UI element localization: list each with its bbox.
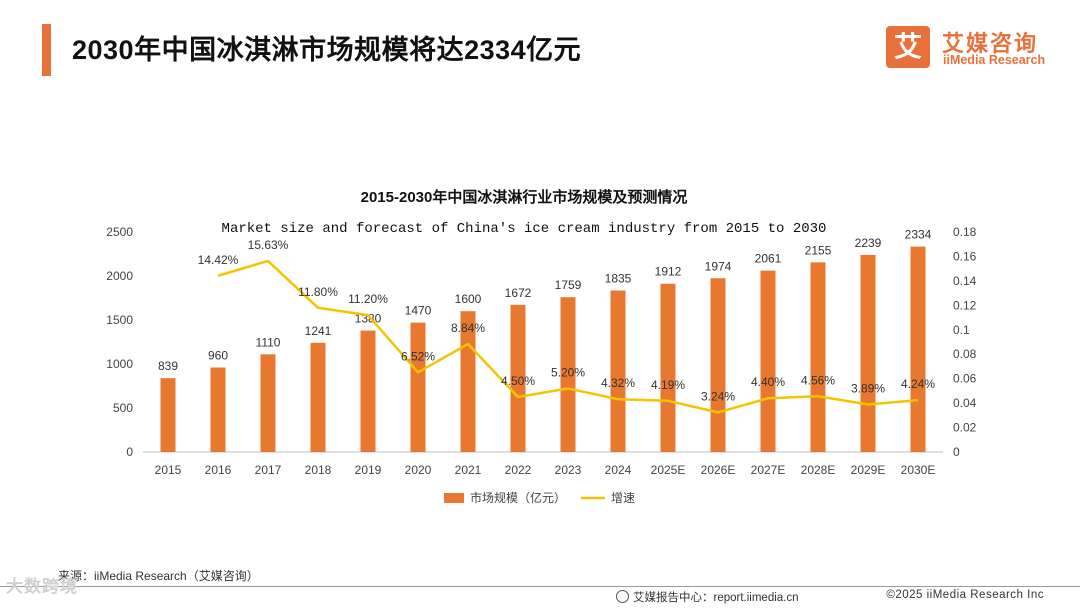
growth-rate-label: 3.24% bbox=[701, 389, 735, 403]
bar bbox=[360, 330, 376, 452]
bar bbox=[410, 322, 426, 452]
y-right-tick-label: 0.12 bbox=[953, 298, 977, 312]
bar-value-label: 1759 bbox=[555, 278, 582, 292]
bar-value-label: 2155 bbox=[805, 243, 832, 257]
bar bbox=[660, 283, 676, 452]
footer-divider bbox=[0, 586, 1080, 587]
y-left-tick-label: 1500 bbox=[106, 313, 133, 327]
bar-value-label: 1241 bbox=[305, 324, 332, 338]
growth-rate-label: 4.40% bbox=[751, 375, 785, 389]
legend-bar-label: 市场规模（亿元） bbox=[470, 490, 566, 505]
market-size-chart: 2015-2030年中国冰淇淋行业市场规模及预测情况 Market size an… bbox=[106, 188, 977, 505]
y-right-tick-label: 0.1 bbox=[953, 323, 970, 337]
y-right-tick-label: 0.14 bbox=[953, 274, 977, 288]
y-right-tick-label: 0.18 bbox=[953, 225, 977, 239]
chart-title: 2015-2030年中国冰淇淋行业市场规模及预测情况 bbox=[361, 188, 688, 206]
y-right-tick-label: 0.04 bbox=[953, 396, 977, 410]
y-left-tick-label: 500 bbox=[113, 401, 133, 415]
report-center: 艾媒报告中心：report.iimedia.cn bbox=[616, 589, 799, 605]
growth-rate-label: 6.52% bbox=[401, 349, 435, 363]
growth-rate-label: 4.50% bbox=[501, 374, 535, 388]
y-left-tick-label: 0 bbox=[126, 445, 133, 459]
bar bbox=[210, 367, 226, 452]
growth-rate-label: 8.84% bbox=[451, 321, 485, 335]
x-tick-label: 2029E bbox=[851, 463, 886, 477]
brand-logo-mark: 艾 bbox=[886, 26, 930, 68]
x-tick-label: 2020 bbox=[405, 463, 432, 477]
title-accent-bar bbox=[42, 24, 51, 76]
growth-rate-label: 4.24% bbox=[901, 377, 935, 391]
bar-value-label: 960 bbox=[208, 349, 228, 363]
growth-rate-line bbox=[217, 259, 919, 414]
growth-rate-label: 4.19% bbox=[651, 378, 685, 392]
y-right-tick-label: 0.16 bbox=[953, 249, 977, 263]
x-tick-label: 2025E bbox=[651, 463, 686, 477]
bar-value-label: 1672 bbox=[505, 286, 532, 300]
x-tick-label: 2024 bbox=[605, 463, 632, 477]
bar-value-label: 1110 bbox=[256, 335, 281, 349]
growth-rate-label: 4.32% bbox=[601, 376, 635, 390]
bar-value-label: 839 bbox=[158, 359, 178, 373]
watermark: 大数跨境 bbox=[6, 577, 78, 596]
x-tick-label: 2021 bbox=[455, 463, 482, 477]
growth-rate-label: 11.80% bbox=[298, 285, 338, 299]
bar bbox=[510, 304, 526, 452]
bar bbox=[860, 254, 876, 452]
x-tick-label: 2023 bbox=[555, 463, 582, 477]
bar bbox=[560, 297, 576, 452]
source-note: 来源：iiMedia Research（艾媒咨询） bbox=[58, 569, 259, 583]
x-tick-label: 2026E bbox=[701, 463, 736, 477]
y-left-tick-label: 2000 bbox=[106, 269, 133, 283]
legend-bar-swatch bbox=[444, 493, 464, 503]
bar-value-label: 1974 bbox=[705, 259, 732, 273]
x-tick-label: 2016 bbox=[205, 463, 232, 477]
bar-value-label: 1835 bbox=[605, 272, 632, 286]
bar bbox=[260, 354, 276, 452]
brand-logo: 艾 艾媒咨询 iiMedia Research bbox=[886, 22, 1058, 72]
x-tick-label: 2030E bbox=[901, 463, 936, 477]
brand-name-cn: 艾媒咨询 bbox=[942, 31, 1039, 56]
copyright: ©2025 iiMedia Research Inc bbox=[886, 589, 1044, 601]
x-tick-label: 2018 bbox=[305, 463, 332, 477]
growth-rate-label: 11.20% bbox=[348, 292, 388, 306]
bar-value-label: 2061 bbox=[755, 252, 782, 266]
x-tick-label: 2019 bbox=[355, 463, 382, 477]
bar bbox=[310, 342, 326, 452]
page-title: 2030年中国冰淇淋市场规模将达2334亿元 bbox=[72, 35, 582, 65]
bar bbox=[610, 290, 626, 452]
x-tick-label: 2015 bbox=[155, 463, 182, 477]
y-right-tick-label: 0.08 bbox=[953, 347, 977, 361]
bar bbox=[160, 378, 176, 452]
y-right-tick-label: 0 bbox=[953, 445, 960, 459]
growth-rate-label: 14.42% bbox=[198, 253, 239, 267]
x-tick-label: 2022 bbox=[505, 463, 532, 477]
globe-icon bbox=[616, 590, 629, 603]
x-tick-label: 2027E bbox=[751, 463, 786, 477]
y-left-tick-label: 1000 bbox=[106, 357, 133, 371]
bar-value-label: 1470 bbox=[405, 304, 432, 318]
growth-rate-label: 3.89% bbox=[851, 381, 885, 395]
growth-rate-label: 15.63% bbox=[248, 238, 289, 252]
bar bbox=[910, 246, 926, 452]
growth-rate-label: 5.20% bbox=[551, 365, 585, 379]
y-right-tick-label: 0.06 bbox=[953, 372, 977, 386]
legend-line-label: 增速 bbox=[611, 491, 635, 505]
y-right-tick-label: 0.02 bbox=[953, 421, 977, 435]
bar bbox=[760, 270, 776, 452]
bar-value-label: 2239 bbox=[855, 236, 882, 250]
bar bbox=[810, 262, 826, 452]
bar-value-label: 1912 bbox=[655, 265, 682, 279]
bar-value-label: 2334 bbox=[905, 228, 932, 242]
x-tick-label: 2028E bbox=[801, 463, 836, 477]
y-left-tick-label: 2500 bbox=[106, 225, 133, 239]
growth-rate-label: 4.56% bbox=[801, 373, 835, 387]
report-center-text: 艾媒报告中心：report.iimedia.cn bbox=[633, 592, 799, 604]
bar bbox=[710, 278, 726, 452]
chart-subtitle: Market size and forecast of China's ice … bbox=[222, 221, 827, 237]
x-tick-label: 2017 bbox=[255, 463, 282, 477]
bar-value-label: 1600 bbox=[455, 292, 482, 306]
brand-name-en: iiMedia Research bbox=[943, 53, 1046, 67]
